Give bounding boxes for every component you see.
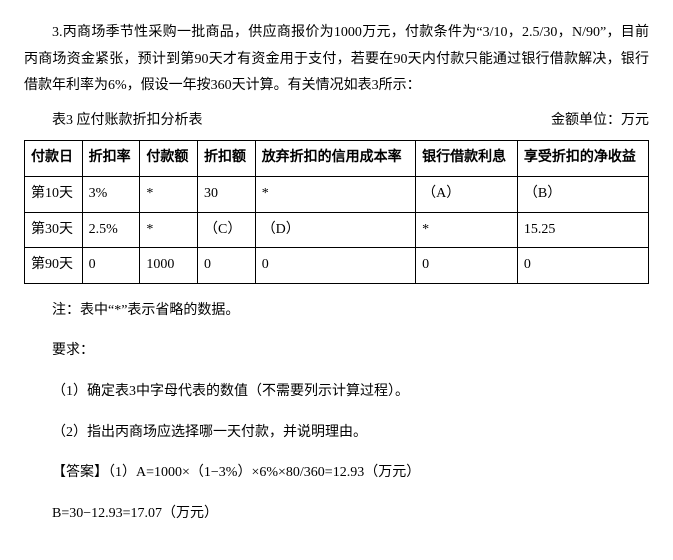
cell: 0	[82, 248, 140, 284]
cell: （A）	[416, 176, 518, 212]
table-row: 第10天 3% * 30 * （A） （B）	[25, 176, 649, 212]
cell: 30	[198, 176, 256, 212]
cell: *	[255, 176, 415, 212]
answer-line-2: B=30−12.93=17.07（万元）	[24, 501, 649, 528]
cell: 第30天	[25, 212, 83, 248]
cell: 0	[416, 248, 518, 284]
col-credit-cost-rate: 放弃折扣的信用成本率	[255, 141, 415, 177]
col-payment-amount: 付款额	[140, 141, 198, 177]
cell: 15.25	[517, 212, 648, 248]
cell: 1000	[140, 248, 198, 284]
table-header-row: 表3 应付账款折扣分析表 金额单位：万元	[24, 108, 649, 135]
answer-label: 【答案】	[52, 465, 108, 480]
answer-1: （1）A=1000×（1−3%）×6%×80/360=12.93（万元）	[108, 465, 420, 480]
requirement-1: （1）确定表3中字母代表的数值（不需要列示计算过程）。	[24, 379, 649, 406]
table-row: 第30天 2.5% * （C） （D） * 15.25	[25, 212, 649, 248]
problem-intro: 3.丙商场季节性采购一批商品，供应商报价为1000万元，付款条件为“3/10，2…	[24, 20, 649, 100]
table-header: 付款日 折扣率 付款额 折扣额 放弃折扣的信用成本率 银行借款利息 享受折扣的净…	[25, 141, 649, 177]
cell: 0	[255, 248, 415, 284]
cell: （C）	[198, 212, 256, 248]
cell: （D）	[255, 212, 415, 248]
table-row: 第90天 0 1000 0 0 0 0	[25, 248, 649, 284]
col-payday: 付款日	[25, 141, 83, 177]
cell: *	[140, 212, 198, 248]
cell: （B）	[517, 176, 648, 212]
require-label: 要求：	[24, 338, 649, 365]
requirement-2: （2）指出丙商场应选择哪一天付款，并说明理由。	[24, 420, 649, 447]
col-discount-amount: 折扣额	[198, 141, 256, 177]
table-caption: 表3 应付账款折扣分析表	[24, 108, 203, 135]
table-body: 第10天 3% * 30 * （A） （B） 第30天 2.5% * （C） （…	[25, 176, 649, 283]
col-discount-rate: 折扣率	[82, 141, 140, 177]
cell: 3%	[82, 176, 140, 212]
cell: 第90天	[25, 248, 83, 284]
cell: 0	[198, 248, 256, 284]
discount-analysis-table: 付款日 折扣率 付款额 折扣额 放弃折扣的信用成本率 银行借款利息 享受折扣的净…	[24, 140, 649, 283]
cell: 第10天	[25, 176, 83, 212]
col-net-benefit: 享受折扣的净收益	[517, 141, 648, 177]
cell: *	[416, 212, 518, 248]
table-note: 注：表中“*”表示省略的数据。	[24, 298, 649, 325]
cell: 0	[517, 248, 648, 284]
unit-label: 金额单位：万元	[551, 108, 649, 135]
cell: *	[140, 176, 198, 212]
col-bank-interest: 银行借款利息	[416, 141, 518, 177]
answer-line-1: 【答案】（1）A=1000×（1−3%）×6%×80/360=12.93（万元）	[24, 460, 649, 487]
cell: 2.5%	[82, 212, 140, 248]
